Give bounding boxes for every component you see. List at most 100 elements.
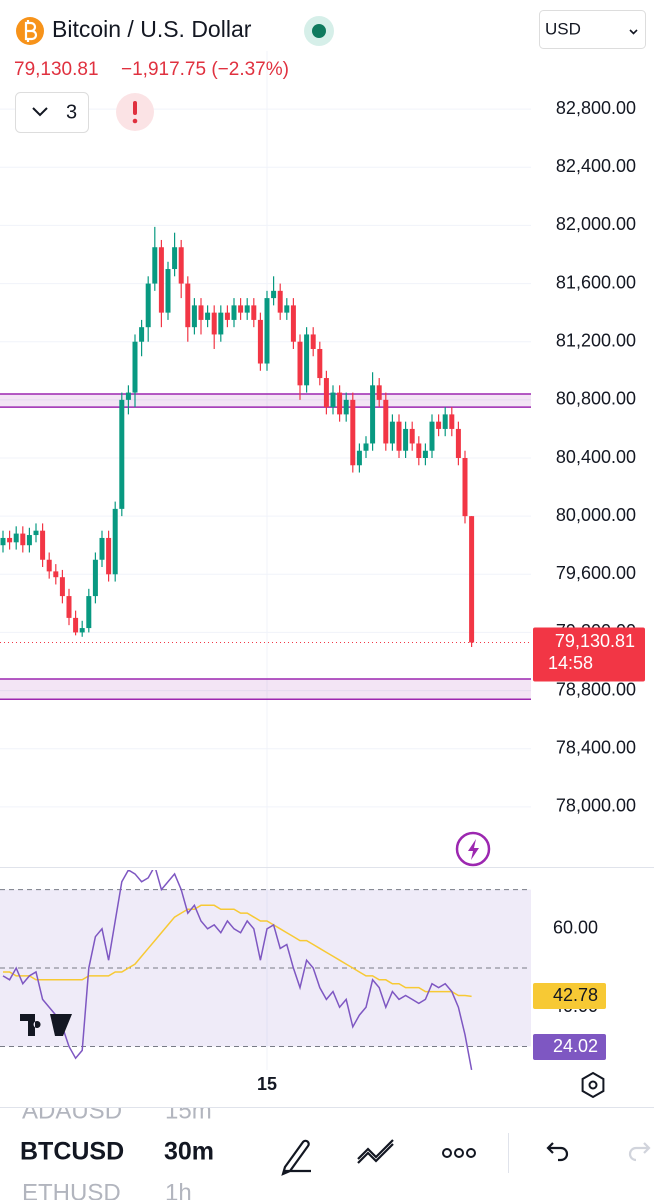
chevron [32, 107, 48, 117]
candle-body [330, 392, 336, 408]
draw-tool[interactable] [281, 1139, 311, 1176]
candle-body [178, 247, 184, 284]
candle-body [409, 428, 415, 444]
candle-body [271, 290, 277, 299]
candle-body [145, 283, 151, 328]
candle-body [53, 571, 59, 578]
candle-body [20, 533, 26, 546]
candle-body [363, 443, 369, 451]
candle-body [455, 428, 461, 458]
candle-body [0, 537, 6, 546]
y-tick-label: 78,400.00 [556, 737, 636, 757]
candle-body [370, 385, 376, 444]
candle-body [185, 283, 191, 328]
candle-body [172, 247, 178, 270]
candle-body [86, 596, 92, 629]
candle-body [238, 305, 244, 313]
x-tick-label: 15 [257, 1074, 277, 1094]
more-button[interactable] [442, 1148, 476, 1158]
candle-body [59, 577, 65, 597]
tv-logo [20, 1014, 72, 1036]
candle-body [323, 378, 329, 408]
indicators-toggle[interactable] [15, 92, 89, 133]
candle-body [304, 334, 310, 386]
candle-body [224, 312, 230, 320]
candle-body [119, 399, 125, 509]
y-tick-label: 79,600.00 [556, 563, 636, 583]
alert-dot [132, 118, 138, 124]
candle-body [79, 628, 85, 633]
y-tick-label: 80,400.00 [556, 447, 636, 467]
candle-body [158, 247, 164, 313]
candle-body [73, 617, 79, 633]
alert-mark [133, 101, 137, 115]
candle-body [33, 530, 39, 536]
line-tool[interactable] [357, 1139, 394, 1164]
zone [0, 678, 531, 700]
y-tick-label: 60.00 [553, 918, 598, 938]
flash-button[interactable] [455, 831, 491, 867]
candle-body [152, 247, 158, 284]
candle-body [205, 312, 211, 320]
watch-symbol[interactable]: BTCUSD [20, 1138, 124, 1166]
candle-body [396, 421, 402, 451]
candle-body [449, 414, 455, 429]
watch-symbol[interactable]: ETHUSD [22, 1179, 121, 1200]
candle-body [125, 392, 131, 400]
y-tick-label: 78,000.00 [556, 796, 636, 816]
candle-body [165, 269, 171, 313]
candle-body [350, 399, 356, 466]
candle-body [231, 305, 237, 320]
candle-body [264, 298, 270, 364]
flash-icon [468, 839, 479, 860]
last-price: 79,130.81 [14, 59, 99, 80]
undo-button[interactable] [546, 1142, 569, 1162]
candle-body [191, 305, 197, 328]
candle-body [92, 559, 98, 597]
currency-dropdown[interactable] [539, 10, 646, 49]
countdown: 14:58 [548, 653, 593, 673]
candle-body [244, 305, 250, 313]
symbol-title: Bitcoin / U.S. Dollar [52, 16, 252, 42]
redo-button[interactable] [628, 1142, 651, 1162]
candle-body [112, 508, 118, 575]
candle-body [403, 428, 409, 451]
candle-body [310, 334, 316, 349]
settings-dot [588, 1080, 598, 1090]
y-tick-label: 80,000.00 [556, 505, 636, 525]
y-tick-label: 81,200.00 [556, 330, 636, 350]
value-chip-label: 42.78 [553, 985, 598, 1005]
candle-body [139, 327, 145, 342]
candle-body [416, 443, 422, 458]
candle-body [389, 421, 395, 444]
candle-body [66, 596, 72, 618]
watch-interval: 1h [165, 1179, 192, 1200]
y-tick-label: 82,000.00 [556, 214, 636, 234]
candle-body [422, 450, 428, 458]
y-tick-label: 80,800.00 [556, 389, 636, 409]
settings-button[interactable] [581, 1071, 605, 1099]
candle-body [99, 537, 105, 560]
candle-body [198, 305, 204, 320]
watch-symbol[interactable]: ADAUSD [22, 1097, 122, 1124]
watch-interval: 15m [165, 1097, 212, 1124]
candle-body [251, 305, 257, 320]
candle-body [257, 319, 263, 364]
candle-body [40, 530, 46, 560]
rsi-line [3, 904, 472, 998]
candle-body [7, 537, 13, 543]
candle-body [317, 348, 323, 379]
candle-body [277, 290, 283, 313]
candle-body [376, 385, 382, 400]
candle-body [13, 533, 19, 543]
candle-body [442, 414, 448, 429]
indicators-count: 3 [66, 101, 77, 123]
value-chip [533, 983, 606, 1009]
candle-body [218, 312, 224, 335]
candle-body [284, 305, 290, 313]
candle-body [337, 392, 343, 415]
candle-body [436, 421, 442, 429]
bottom-bar [0, 1107, 654, 1200]
candle-body [106, 537, 112, 575]
